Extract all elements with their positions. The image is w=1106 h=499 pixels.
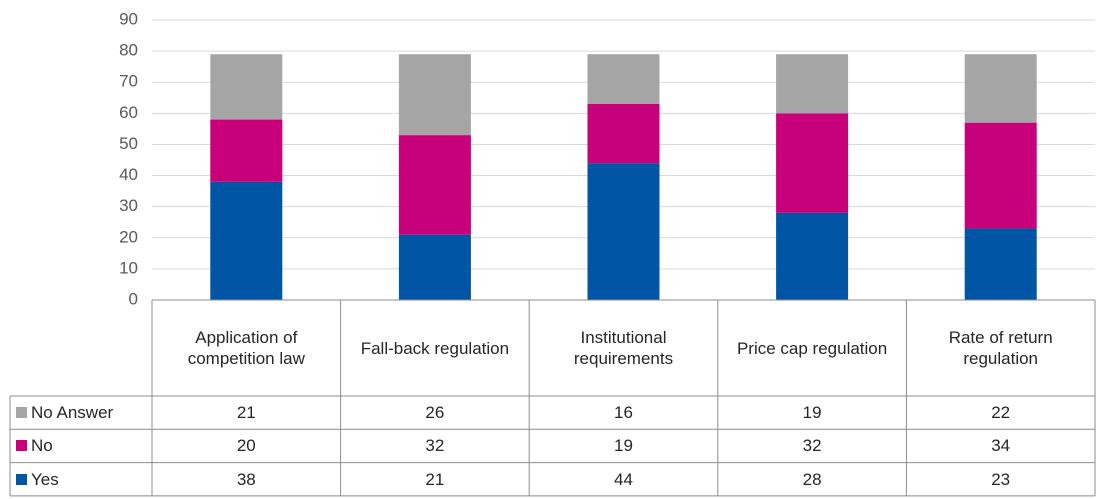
bar-segment (210, 119, 283, 182)
table-value: 34 (991, 436, 1011, 456)
bar-segment (776, 113, 849, 213)
table-value: 44 (614, 469, 633, 489)
legend-entry: Yes (10, 463, 152, 496)
bar-segment (587, 163, 660, 300)
legend-label: Yes (31, 469, 59, 489)
bar-segment (776, 212, 849, 300)
table-value: 21 (425, 469, 445, 489)
y-tick-label: 20 (119, 227, 138, 246)
table-value: 26 (425, 403, 445, 423)
table-value: 38 (236, 469, 256, 489)
bar-segment (210, 54, 283, 120)
y-tick-label: 80 (119, 41, 138, 60)
x-tick-label: Fall-back regulation (360, 338, 510, 358)
bar-segment (964, 122, 1037, 229)
legend-entry: No Answer (10, 396, 152, 429)
bar-segment (587, 104, 660, 164)
table-value: 32 (425, 436, 445, 456)
legend-label: No (31, 436, 53, 456)
legend-label: No Answer (31, 403, 114, 423)
legend-key (16, 407, 27, 419)
y-tick-label: 40 (119, 165, 138, 184)
legend-key (16, 473, 27, 485)
x-tick-label: Application of competition law (187, 328, 305, 368)
bar-segment (587, 54, 660, 104)
bar-segment (210, 181, 283, 300)
x-tick-label: Rate of return regulation (948, 328, 1053, 368)
bar-segment (964, 228, 1037, 300)
y-tick-label: 70 (119, 72, 138, 91)
x-tick-label: Institutional requirements (573, 328, 674, 368)
bar-segment (398, 234, 471, 300)
table-value: 19 (614, 436, 633, 456)
table-value: 32 (802, 436, 822, 456)
y-tick-label: 10 (119, 258, 138, 277)
y-tick-label: 60 (119, 103, 138, 122)
bar-segment (398, 135, 471, 235)
table-value: 23 (991, 469, 1011, 489)
y-tick-label: 90 (119, 9, 138, 28)
bar-segment (776, 54, 849, 114)
x-tick-label: Price cap regulation (736, 338, 888, 358)
table-value: 20 (236, 436, 256, 456)
table-value: 21 (236, 403, 256, 423)
y-tick-label: 0 (129, 289, 138, 308)
table-value: 16 (614, 403, 633, 423)
y-tick-label: 50 (119, 134, 138, 153)
table-value: 19 (802, 403, 822, 423)
legend-entry: No (10, 429, 152, 462)
table-value: 28 (802, 469, 822, 489)
y-tick-label: 30 (119, 196, 138, 215)
table-value: 22 (991, 403, 1011, 423)
bar-segment (398, 54, 471, 136)
legend-key (16, 440, 27, 452)
bar-segment (964, 54, 1037, 123)
